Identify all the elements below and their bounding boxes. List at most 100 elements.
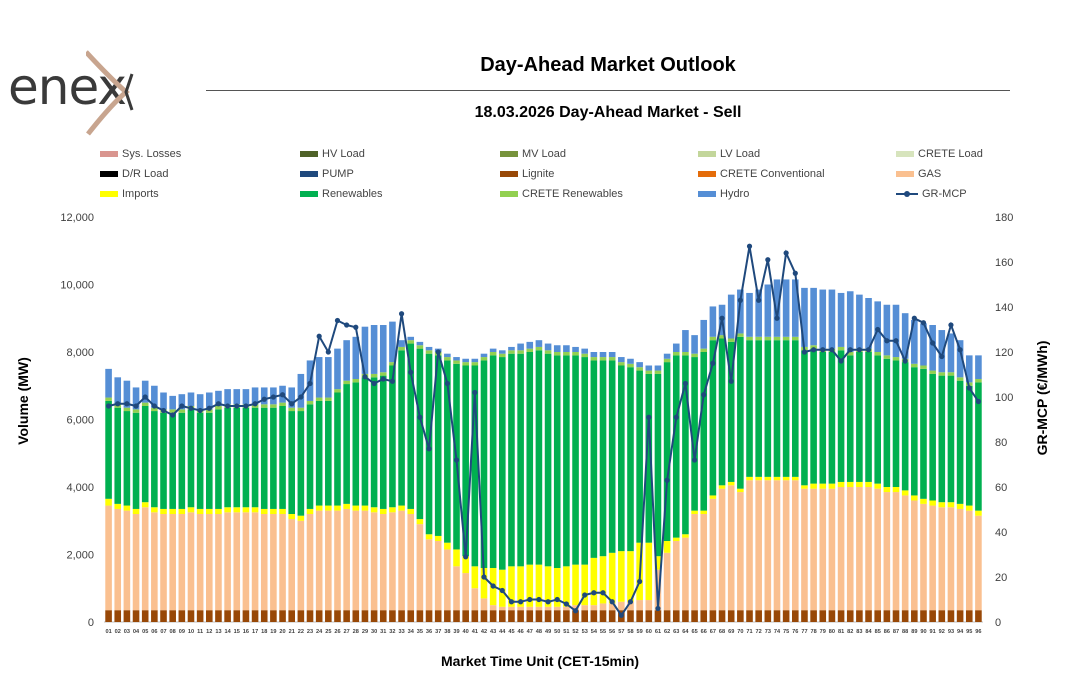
bar-lignite xyxy=(947,610,955,622)
bar-imports xyxy=(270,508,277,514)
x-tick-label: 39 xyxy=(453,629,459,635)
bar-crete-renewables xyxy=(407,340,415,344)
mcp-point xyxy=(160,407,167,414)
bar-lignite xyxy=(892,610,900,622)
bar-hydro xyxy=(233,389,241,405)
bar-imports xyxy=(288,514,295,520)
bar-lignite xyxy=(178,610,186,622)
x-tick-label: 26 xyxy=(334,629,340,635)
bar-hydro xyxy=(782,279,790,337)
x-tick-label: 48 xyxy=(536,629,542,635)
bar-renewables xyxy=(846,355,854,482)
legend-swatch xyxy=(500,191,518,197)
bar-hydro xyxy=(379,325,387,373)
mcp-point xyxy=(865,347,872,353)
x-tick-label: 06 xyxy=(151,629,157,635)
bar-renewables xyxy=(389,365,396,508)
bar-renewables xyxy=(874,355,881,484)
bar-imports xyxy=(434,535,442,541)
x-tick-label: 94 xyxy=(957,629,964,635)
bar-imports xyxy=(105,498,112,506)
bar-crete-renewables xyxy=(105,397,112,401)
bar-gas xyxy=(636,600,643,611)
bar-gas xyxy=(270,514,277,611)
mcp-point xyxy=(472,389,478,396)
bar-lignite xyxy=(196,610,204,622)
x-tick-label: 79 xyxy=(820,629,826,635)
bar-renewables xyxy=(306,404,314,509)
bar-lignite xyxy=(215,610,222,622)
bar-lignite xyxy=(526,610,534,622)
bar-crete-renewables xyxy=(920,365,927,369)
bar-imports xyxy=(956,503,964,509)
bar-crete-renewables xyxy=(508,350,515,354)
y2-tick-label: 20 xyxy=(995,572,1007,584)
bar-gas xyxy=(846,487,854,611)
bar-imports xyxy=(975,510,982,516)
bar-renewables xyxy=(508,353,515,567)
bar-renewables xyxy=(279,406,286,509)
bar-hydro xyxy=(315,357,323,398)
bar-crete-renewables xyxy=(444,357,451,361)
bar-imports xyxy=(187,507,195,513)
bar-crete-renewables xyxy=(846,352,854,356)
bar-lignite xyxy=(746,610,753,622)
bar-crete-renewables xyxy=(956,377,964,381)
bar-hydro xyxy=(737,289,744,334)
bar-renewables xyxy=(654,373,662,557)
legend-label: Renewables xyxy=(322,188,383,200)
bar-gas xyxy=(361,510,369,611)
x-tick-label: 90 xyxy=(920,629,926,635)
bar-gas xyxy=(489,605,497,611)
bar-renewables xyxy=(444,360,451,543)
bar-hydro xyxy=(636,362,643,368)
bar-crete-renewables xyxy=(782,336,790,341)
mcp-point xyxy=(499,587,505,594)
bar-imports xyxy=(206,508,213,514)
bar-renewables xyxy=(764,340,772,477)
bar-lignite xyxy=(636,610,643,622)
bar-lignite xyxy=(553,610,561,622)
bar-crete-renewables xyxy=(389,362,396,366)
x-tick-label: 89 xyxy=(911,629,917,635)
x-tick-label: 55 xyxy=(600,629,606,635)
bar-hydro xyxy=(499,350,506,354)
legend-swatch xyxy=(300,151,318,157)
x-tick-label: 24 xyxy=(316,629,323,635)
y-tick-label: 6,000 xyxy=(66,415,94,427)
bar-hydro xyxy=(526,341,534,349)
mcp-point xyxy=(234,403,240,409)
x-tick-label: 71 xyxy=(746,629,752,635)
bar-hydro xyxy=(691,335,698,354)
bar-lignite xyxy=(782,610,790,622)
mcp-point xyxy=(105,403,112,409)
bar-gas xyxy=(599,603,607,611)
bar-lignite xyxy=(700,610,708,622)
bar-imports xyxy=(700,510,708,514)
mcp-point xyxy=(380,376,386,382)
bar-crete-renewables xyxy=(206,409,213,413)
bar-renewables xyxy=(929,373,936,501)
bar-imports xyxy=(306,508,314,514)
bar-imports xyxy=(883,487,891,493)
bar-gas xyxy=(453,566,460,611)
legend-swatch xyxy=(698,151,716,157)
bar-gas xyxy=(737,492,744,611)
bar-crete-renewables xyxy=(315,397,323,401)
bar-gas xyxy=(929,505,936,611)
bar-hydro xyxy=(224,389,231,405)
mcp-point xyxy=(353,324,359,330)
bar-renewables xyxy=(883,358,891,487)
x-tick-label: 74 xyxy=(774,629,781,635)
mcp-point xyxy=(875,326,881,333)
bar-hydro xyxy=(169,395,176,410)
bar-imports xyxy=(599,556,607,604)
x-tick-label: 25 xyxy=(325,629,331,635)
mcp-point xyxy=(682,380,689,387)
bar-hydro xyxy=(700,319,708,349)
bar-renewables xyxy=(206,412,213,509)
bar-imports xyxy=(846,481,854,487)
bar-hydro xyxy=(544,343,552,351)
bar-renewables xyxy=(618,365,625,552)
bar-gas xyxy=(160,514,167,611)
